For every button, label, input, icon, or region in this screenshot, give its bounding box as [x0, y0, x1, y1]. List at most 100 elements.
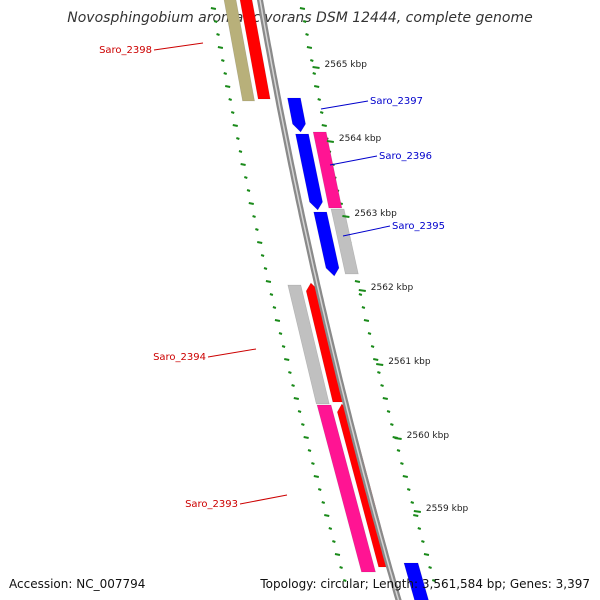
gene-label: Saro_2397 [370, 96, 423, 107]
gene-feature-blue [287, 97, 306, 133]
kbp-scale-label: 2564 kbp [339, 134, 382, 144]
kbp-tick [394, 437, 402, 440]
tick-mark [299, 7, 306, 10]
gene-leader-line [329, 155, 378, 166]
tick-mark [224, 85, 231, 88]
tick-mark [367, 332, 372, 335]
tick-mark [281, 345, 286, 348]
tick-mark [339, 566, 343, 569]
tick-mark [413, 514, 419, 517]
tick-mark [396, 449, 401, 452]
tick-mark [313, 475, 320, 478]
tick-mark [317, 488, 322, 491]
tick-mark [240, 163, 246, 166]
tick-mark [255, 228, 259, 231]
map-title: Novosphingobium aromaticivorans DSM 1244… [67, 10, 533, 26]
tick-mark [317, 98, 322, 101]
tick-mark [421, 540, 425, 543]
tick-mark [274, 319, 281, 322]
kbp-scale-label: 2561 kbp [388, 357, 431, 367]
gene-label: Saro_2394 [153, 352, 206, 363]
tick-mark [305, 33, 309, 36]
tick-mark [431, 579, 436, 582]
tick-mark [307, 449, 312, 452]
tick-mark [358, 293, 363, 296]
gene-label: Saro_2396 [379, 151, 432, 162]
kbp-scale-label: 2562 kbp [371, 283, 414, 293]
tick-mark [291, 384, 295, 387]
tick-mark [373, 358, 379, 361]
tick-mark [269, 293, 274, 296]
tick-mark [302, 20, 307, 23]
tick-mark [328, 527, 333, 530]
tick-mark [363, 319, 370, 322]
tick-mark [380, 384, 384, 387]
tick-mark [232, 124, 238, 127]
tick-mark [236, 137, 240, 140]
gene-label: Saro_2393 [185, 499, 238, 510]
tick-mark [428, 566, 432, 569]
tick-mark [382, 397, 388, 400]
tick-mark [252, 215, 256, 218]
kbp-tick [326, 140, 334, 143]
genome-backbone [256, 0, 402, 600]
tick-mark [321, 124, 327, 127]
tick-mark [410, 501, 415, 504]
tick-mark [313, 85, 320, 88]
tick-mark [272, 306, 277, 309]
kbp-scale-label: 2559 kbp [426, 504, 469, 514]
tick-mark [238, 150, 243, 153]
tick-mark [210, 7, 217, 10]
tick-mark [370, 345, 375, 348]
gene-leader-line [342, 225, 391, 237]
tick-mark [257, 241, 263, 244]
kbp-scale-label: 2565 kbp [325, 60, 368, 70]
tick-mark [417, 527, 422, 530]
tick-mark [303, 436, 309, 439]
gene-label: Saro_2395 [392, 221, 445, 232]
labels-layer: 2565 kbp 2564 kbp 2563 kbp 2562 kbp 2561 kbp… [99, 42, 469, 514]
tick-mark [243, 176, 248, 179]
tick-mark [217, 46, 224, 49]
genome-summary-text: Topology: circular; Length: 3,561,584 bp… [260, 577, 590, 591]
tick-mark [321, 501, 326, 504]
gene-feature-pink [316, 404, 376, 573]
tick-mark [324, 514, 330, 517]
tick-mark [342, 579, 347, 582]
gene-feature-gray [287, 284, 330, 405]
tick-mark [361, 306, 366, 309]
tick-mark [354, 280, 361, 283]
gene-feature-red [239, 0, 271, 100]
tick-mark [423, 553, 430, 556]
tick-mark [297, 410, 302, 413]
tick-mark [312, 72, 317, 75]
kbp-tick [413, 510, 421, 513]
tick-mark [306, 46, 313, 49]
tick-mark [390, 423, 394, 426]
features-layer [223, 0, 429, 600]
gene-leader-line [320, 100, 369, 110]
gene-label: Saro_2398 [99, 45, 152, 56]
gene-leader-line [207, 348, 257, 358]
gene-feature-blue [313, 211, 340, 277]
backbone-layer [256, 0, 402, 600]
tick-mark [220, 59, 225, 62]
tick-mark [230, 111, 235, 114]
tick-mark [228, 98, 233, 101]
tick-mark [301, 423, 305, 426]
tick-mark [260, 254, 265, 257]
tick-mark [332, 540, 336, 543]
tick-mark [278, 332, 283, 335]
gene-feature-gray [330, 208, 359, 275]
tick-mark [377, 371, 381, 374]
tick-mark [406, 488, 411, 491]
tick-mark [400, 462, 404, 465]
kbp-scale-label: 2560 kbp [407, 431, 450, 441]
kbp-tick [342, 215, 350, 218]
accession-text: Accession: NC_007794 [9, 577, 146, 591]
tick-track-left [210, 7, 347, 582]
gene-leader-line [153, 42, 204, 51]
tick-mark [309, 59, 314, 62]
gene-feature-olive [223, 0, 255, 102]
